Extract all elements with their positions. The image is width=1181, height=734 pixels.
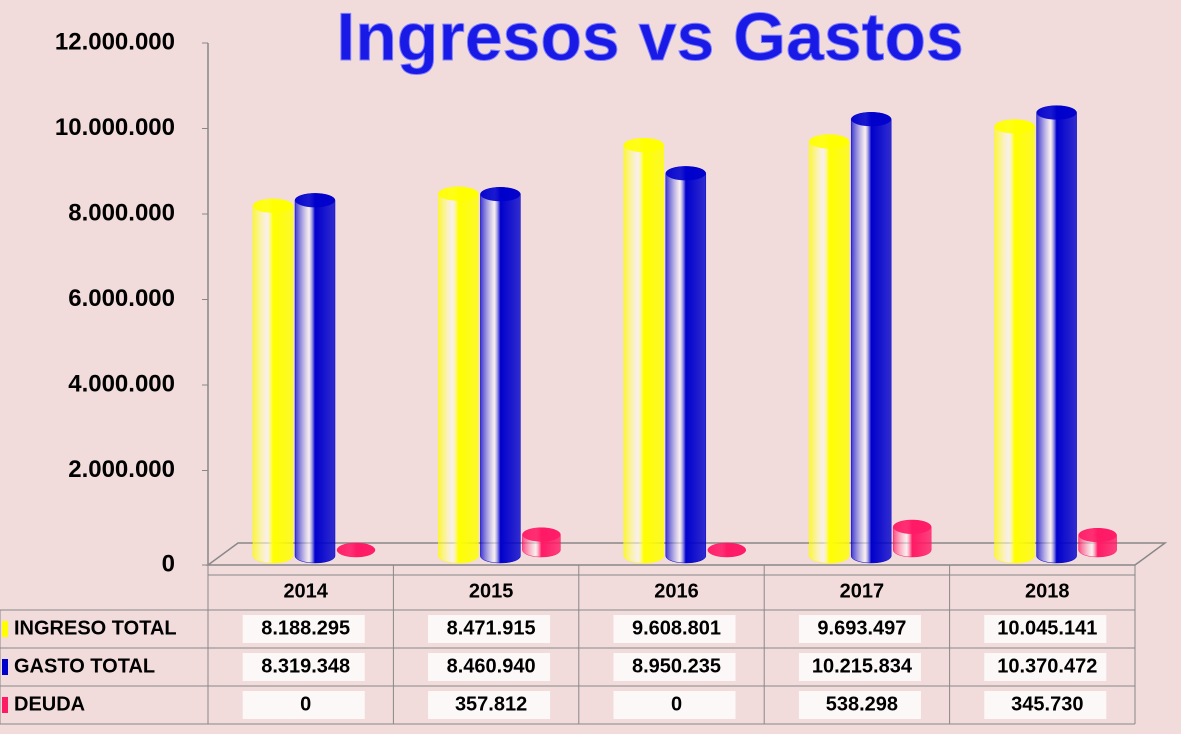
legend-swatch [2, 659, 8, 675]
bar-cap [295, 193, 335, 208]
cell-highlight [613, 653, 736, 681]
y-tick-label: 6.000.000 [68, 285, 175, 312]
legend-label: GASTO TOTAL [14, 655, 155, 677]
data-label: 345.730 [1011, 693, 1083, 715]
data-label: 10.045.141 [997, 617, 1097, 639]
bar [438, 186, 479, 564]
bar-cap [480, 187, 521, 202]
data-label: 538.298 [826, 693, 898, 715]
bar-cap [522, 527, 561, 542]
data-label: 8.950.235 [632, 655, 721, 677]
x-tick-label: 2015 [469, 580, 514, 602]
bar-cap [994, 119, 1035, 134]
cell-highlight [428, 691, 551, 719]
cell-highlight [428, 653, 551, 681]
legend-swatch [2, 621, 8, 637]
bar-cap [1078, 528, 1117, 543]
bar-cap [1036, 105, 1077, 120]
y-tick-label: 10.000.000 [55, 114, 175, 141]
y-tick-label: 0 [162, 550, 175, 577]
cell-highlight [798, 691, 921, 719]
bar [480, 187, 521, 564]
bar-cap [707, 543, 746, 557]
bar [808, 134, 850, 564]
bar-cap [809, 134, 850, 149]
x-tick-label: 2018 [1025, 580, 1070, 602]
cell-highlight [798, 653, 921, 681]
data-label: 8.319.348 [261, 655, 350, 677]
legend-label: DEUDA [14, 693, 85, 715]
data-label: 10.215.834 [812, 655, 913, 677]
cell-highlight [428, 615, 551, 643]
data-label: 9.608.801 [632, 617, 721, 639]
data-label: 0 [300, 693, 311, 715]
cell-highlight [242, 691, 365, 719]
bar [994, 119, 1035, 564]
y-tick-label: 12.000.000 [55, 28, 175, 55]
bar [252, 198, 294, 564]
x-tick-label: 2017 [840, 580, 885, 602]
y-tick-label: 8.000.000 [68, 199, 175, 226]
legend-swatch [2, 697, 8, 713]
cell-highlight [242, 653, 365, 681]
data-label: 8.460.940 [447, 655, 536, 677]
bar [1036, 105, 1077, 564]
y-tick-label: 4.000.000 [68, 370, 175, 397]
bar-cap [438, 186, 479, 201]
cell-highlight [242, 615, 365, 643]
cell-highlight [984, 653, 1107, 681]
legend-label: INGRESO TOTAL [14, 617, 177, 639]
y-tick-label: 2.000.000 [68, 456, 175, 483]
data-label: 0 [671, 693, 682, 715]
data-label: 8.471.915 [447, 617, 536, 639]
data-label: 357.812 [455, 693, 527, 715]
cell-highlight [613, 691, 736, 719]
bar [294, 193, 336, 564]
data-label: 10.370.472 [997, 655, 1097, 677]
x-tick-label: 2016 [654, 580, 699, 602]
cell-highlight [613, 615, 736, 643]
data-label: 8.188.295 [261, 617, 350, 639]
bar-cap [623, 138, 664, 153]
bar-cap [893, 519, 932, 534]
bar [623, 138, 665, 564]
bar [850, 112, 892, 564]
bar-cap [253, 198, 293, 213]
chart-title: Ingresos vs Gastos [336, 0, 963, 75]
bar-cap [665, 166, 706, 181]
cell-highlight [984, 691, 1107, 719]
data-label: 9.693.497 [817, 617, 906, 639]
bar [665, 166, 707, 564]
cell-highlight [984, 615, 1107, 643]
bar-cap [851, 112, 892, 127]
x-tick-label: 2014 [283, 580, 328, 602]
cell-highlight [798, 615, 921, 643]
bar-cap [337, 543, 375, 557]
